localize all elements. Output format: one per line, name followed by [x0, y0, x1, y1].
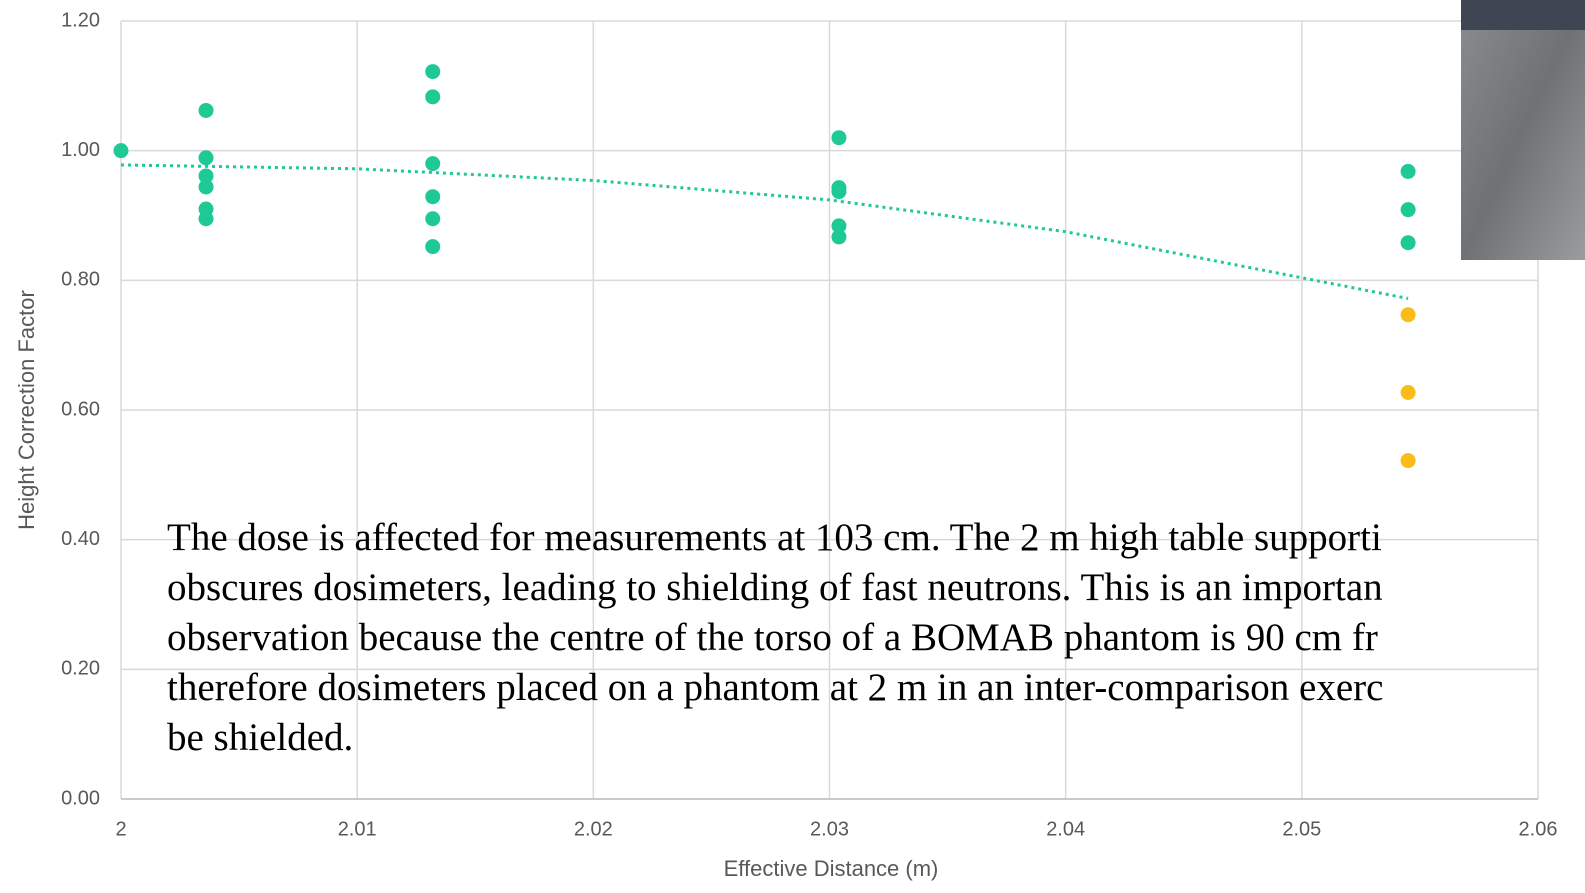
- trendline: [120, 163, 1409, 300]
- x-tick-label: 2.03: [810, 818, 849, 840]
- y-tick-label: 1.20: [61, 9, 100, 31]
- y-tick-label: 0.60: [61, 398, 100, 420]
- x-tick-label: 2.01: [338, 818, 377, 840]
- point: [831, 229, 847, 245]
- photo-top: [1461, 0, 1585, 30]
- point: [198, 168, 214, 184]
- annotation-line: obscures dosimeters, leading to shieldin…: [167, 566, 1383, 609]
- point: [1400, 163, 1416, 179]
- point: [1400, 202, 1416, 218]
- y-axis-title: Height Correction Factor: [14, 290, 39, 530]
- annotation-line: The dose is affected for measurements at…: [167, 516, 1382, 559]
- point: [113, 143, 129, 159]
- x-tick-label: 2.04: [1046, 818, 1085, 840]
- point: [1400, 453, 1416, 469]
- x-tick-label: 2.05: [1282, 818, 1321, 840]
- point: [425, 211, 441, 227]
- point: [198, 179, 214, 195]
- annotation-line: therefore dosimeters placed on a phantom…: [167, 666, 1383, 709]
- x-tick-label: 2.02: [574, 818, 613, 840]
- y-tick-label: 1.00: [61, 139, 100, 161]
- y-tick-label: 0.00: [61, 787, 100, 809]
- point: [198, 150, 214, 166]
- x-tick-label: 2.06: [1519, 818, 1558, 840]
- annotation-line: be shielded.: [167, 716, 353, 759]
- photo: [1461, 0, 1585, 260]
- point: [198, 211, 214, 227]
- point: [425, 64, 441, 80]
- x-axis-title: Effective Distance (m): [724, 856, 939, 881]
- point: [425, 156, 441, 172]
- point: [425, 89, 441, 105]
- point: [831, 130, 847, 146]
- annotation-line: observation because the centre of the to…: [167, 616, 1378, 659]
- y-tick-label: 0.40: [61, 528, 100, 550]
- y-tick-label: 0.20: [61, 658, 100, 680]
- point: [831, 184, 847, 200]
- point: [831, 218, 847, 234]
- point: [1400, 307, 1416, 323]
- x-tick-label: 2: [115, 818, 126, 840]
- point: [425, 239, 441, 255]
- y-tick-label: 0.80: [61, 269, 100, 291]
- point: [425, 189, 441, 205]
- point: [198, 102, 214, 118]
- point: [1400, 384, 1416, 400]
- point: [1400, 235, 1416, 251]
